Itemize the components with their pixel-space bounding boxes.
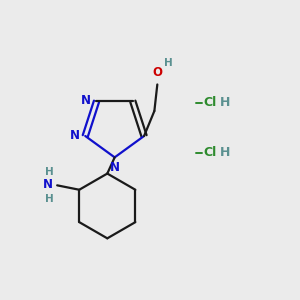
Text: N: N [81, 94, 91, 107]
Text: N: N [43, 178, 53, 191]
Text: Cl: Cl [203, 96, 216, 110]
Text: N: N [70, 129, 80, 142]
Text: H: H [220, 146, 230, 159]
Text: Cl: Cl [203, 146, 216, 159]
Text: N: N [110, 161, 120, 174]
Text: H: H [45, 167, 53, 177]
Text: O: O [152, 66, 162, 79]
Text: H: H [220, 96, 230, 110]
Text: H: H [45, 194, 53, 204]
Text: H: H [164, 58, 173, 68]
